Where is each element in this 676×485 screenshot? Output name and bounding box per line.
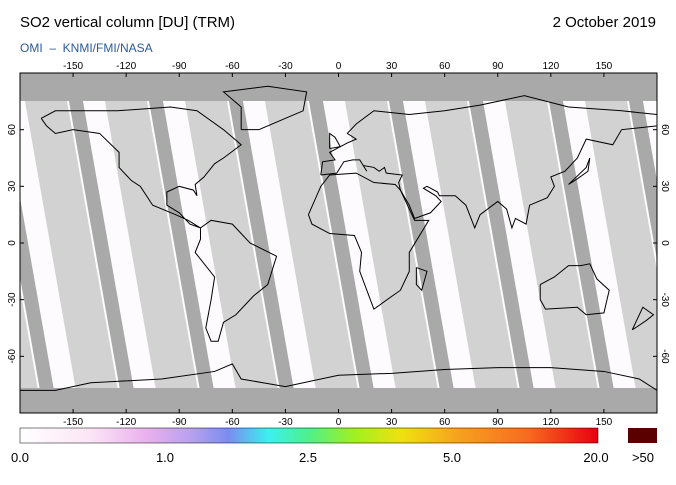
lon-label-bottom: -90 bbox=[172, 417, 187, 428]
coastline bbox=[539, 263, 610, 316]
lon-label-top: 30 bbox=[386, 61, 398, 72]
lon-label-bottom: -150 bbox=[63, 417, 83, 428]
swath-overlap bbox=[544, 73, 618, 413]
lon-label-bottom: 60 bbox=[439, 417, 451, 428]
lon-label-bottom: -120 bbox=[116, 417, 136, 428]
lon-label-bottom: 90 bbox=[492, 417, 504, 428]
coastline bbox=[320, 95, 657, 230]
colorbar-label: 0.0 bbox=[11, 450, 29, 465]
coastline bbox=[631, 306, 655, 331]
lon-label-bottom: 150 bbox=[596, 417, 613, 428]
swaths bbox=[20, 73, 657, 413]
swath-overlap bbox=[464, 73, 538, 413]
swath bbox=[580, 73, 657, 413]
lon-label-top: -60 bbox=[225, 61, 240, 72]
lat-label-left: 30 bbox=[7, 180, 18, 192]
lat-label-left: -30 bbox=[7, 292, 18, 307]
colorbar-label: 5.0 bbox=[443, 450, 461, 465]
graticule-labels: -150 -150 -120 -120 -90 -90 -60 -60 -30 -30 0 0 30 30… bbox=[7, 61, 670, 428]
colorbar bbox=[19, 427, 599, 444]
lon-label-bottom: -30 bbox=[278, 417, 293, 428]
coastline bbox=[568, 157, 591, 185]
colorbar-labels: 0.0 1.0 2.5 5.0 20.0 >50 bbox=[11, 450, 654, 465]
coastline bbox=[222, 85, 308, 131]
swath-overlap bbox=[20, 197, 58, 413]
coastline bbox=[307, 172, 430, 310]
colorbar-label: 20.0 bbox=[583, 450, 608, 465]
swath bbox=[100, 73, 202, 413]
lat-label-right: -60 bbox=[659, 349, 670, 364]
coastline bbox=[415, 267, 428, 292]
coastline bbox=[329, 132, 342, 150]
swath-overlap bbox=[624, 73, 657, 260]
swath-overlap bbox=[224, 73, 298, 413]
lat-label-left: -60 bbox=[7, 349, 18, 364]
lat-label-right: -30 bbox=[659, 292, 670, 307]
swath-overlap bbox=[304, 73, 378, 413]
coastline bbox=[40, 106, 242, 229]
title: SO2 vertical column [DU] (TRM) bbox=[20, 14, 235, 31]
colorbar-label: >50 bbox=[632, 450, 654, 465]
date: 2 October 2019 bbox=[553, 14, 656, 31]
lon-label-top: 90 bbox=[492, 61, 504, 72]
lon-label-top: 120 bbox=[542, 61, 559, 72]
lon-label-bottom: -60 bbox=[225, 417, 240, 428]
lon-label-top: -30 bbox=[278, 61, 293, 72]
swath bbox=[180, 73, 282, 413]
polar-night-north bbox=[20, 73, 657, 101]
lon-label-top: 150 bbox=[596, 61, 613, 72]
swath bbox=[500, 73, 602, 413]
lon-label-top: 60 bbox=[439, 61, 451, 72]
lat-label-left: 0 bbox=[7, 240, 18, 246]
lat-label-right: 0 bbox=[659, 240, 670, 246]
colorbar-overflow bbox=[628, 428, 657, 443]
swath bbox=[420, 73, 522, 413]
lat-label-left: 60 bbox=[7, 124, 18, 136]
lon-label-top: -90 bbox=[172, 61, 187, 72]
colorbar-label: 2.5 bbox=[299, 450, 317, 465]
swath bbox=[340, 73, 442, 413]
coastline bbox=[20, 363, 657, 391]
swath bbox=[260, 73, 362, 413]
swath-overlap bbox=[384, 73, 458, 413]
swath bbox=[20, 73, 122, 413]
swath-overlap bbox=[64, 73, 138, 413]
lon-label-top: 0 bbox=[336, 61, 342, 72]
credit: OMI – KNMI/FMI/NASA bbox=[20, 41, 153, 55]
lon-label-bottom: 120 bbox=[542, 417, 559, 428]
coastlines bbox=[20, 85, 657, 391]
polar-night-south bbox=[20, 388, 657, 413]
lon-label-bottom: 0 bbox=[336, 417, 342, 428]
swath-overlap bbox=[144, 73, 218, 413]
swath bbox=[20, 288, 42, 413]
coastline bbox=[194, 219, 278, 342]
lat-label-right: 60 bbox=[659, 124, 670, 136]
lon-label-top: -150 bbox=[63, 61, 83, 72]
map-area bbox=[20, 73, 657, 413]
lon-label-top: -120 bbox=[116, 61, 136, 72]
lon-label-bottom: 30 bbox=[386, 417, 398, 428]
colorbar-label: 1.0 bbox=[156, 450, 174, 465]
lat-label-right: 30 bbox=[659, 181, 670, 193]
